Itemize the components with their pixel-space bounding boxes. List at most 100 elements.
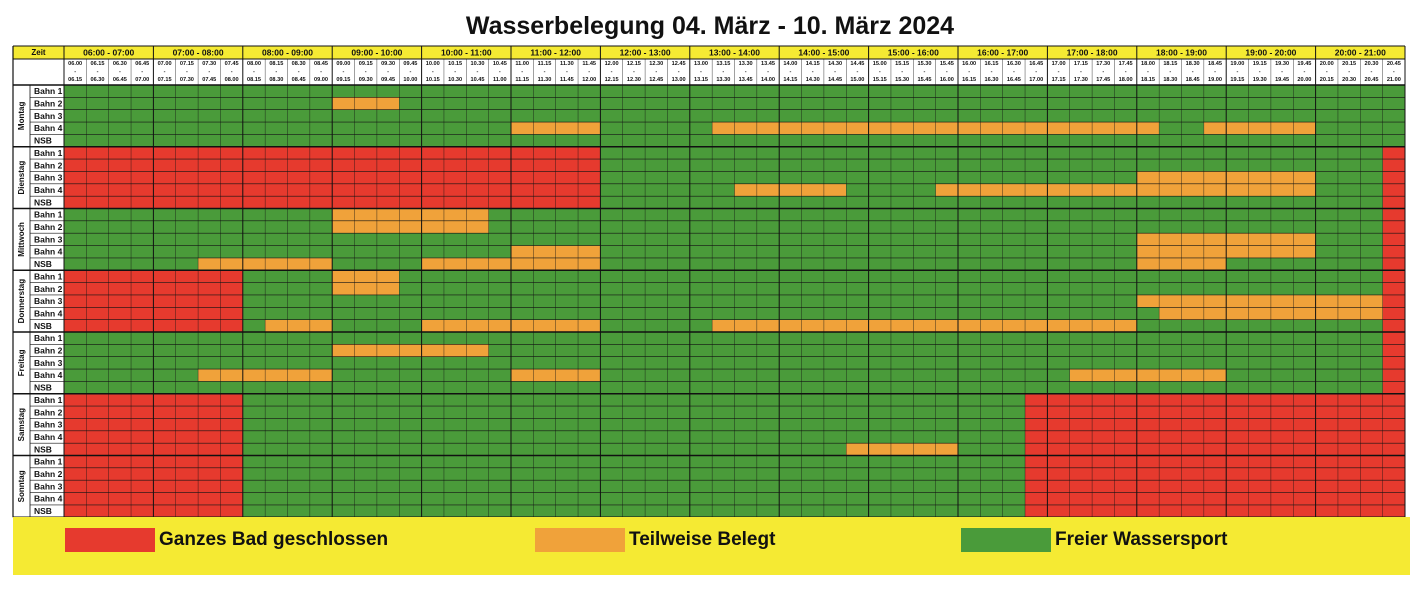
hour-label-0: 06:00 - 07:00 — [83, 48, 134, 58]
slot-dash-35: - — [856, 69, 858, 75]
slot-start-29: 13.15 — [716, 61, 730, 67]
cell-freitag-1-59 — [1382, 344, 1405, 357]
slot-end-13: 09.30 — [359, 77, 373, 83]
cell-samstag-2-43 — [1025, 418, 1405, 431]
cell-donnerstag-3-59 — [1382, 307, 1405, 320]
lane-label-0-1: Bahn 2 — [34, 99, 63, 109]
slot-end-37: 15.30 — [895, 77, 909, 83]
slot-dash-50: - — [1192, 69, 1194, 75]
slot-start-11: 08.45 — [314, 61, 328, 67]
cell-dienstag-4-24 — [600, 196, 1383, 209]
cell-mittwoch-2-59 — [1382, 233, 1405, 246]
cell-donnerstag-4-48 — [1136, 319, 1383, 332]
slot-dash-43: - — [1035, 69, 1037, 75]
cell-montag-1-15 — [399, 97, 1405, 110]
hour-label-1: 07:00 - 08:00 — [173, 48, 224, 58]
lane-label-6-3: Bahn 4 — [34, 494, 63, 504]
slot-start-40: 16.00 — [962, 61, 976, 67]
cell-dienstag-4-59 — [1382, 196, 1405, 209]
lane-label-1-4: NSB — [34, 197, 52, 207]
lane-label-0-0: Bahn 1 — [34, 86, 63, 96]
cell-sonntag-1-8 — [242, 467, 1026, 481]
slot-start-54: 19.30 — [1275, 61, 1289, 67]
cell-freitag-0-59 — [1382, 332, 1405, 345]
slot-dash-57: - — [1348, 69, 1350, 75]
cell-donnerstag-1-12 — [332, 282, 400, 295]
cell-donnerstag-2-48 — [1136, 294, 1383, 308]
slot-dash-26: - — [655, 69, 657, 75]
slot-start-49: 18.15 — [1163, 61, 1177, 67]
slot-end-51: 19.00 — [1208, 77, 1222, 83]
cell-sonntag-3-8 — [242, 492, 1026, 505]
slot-end-58: 20.45 — [1364, 77, 1378, 83]
slot-end-2: 06.45 — [113, 77, 127, 83]
slot-dash-22: - — [566, 69, 568, 75]
lane-label-0-4: NSB — [34, 136, 52, 146]
slot-dash-17: - — [454, 69, 456, 75]
slot-end-6: 07.45 — [202, 77, 216, 83]
slot-start-42: 16.30 — [1007, 61, 1021, 67]
day-label-montag: Montag — [17, 102, 26, 131]
slot-end-24: 12.15 — [605, 77, 619, 83]
cell-montag-3-24 — [600, 122, 713, 135]
hour-label-12: 18:00 - 19:00 — [1156, 48, 1207, 58]
lane-label-2-0: Bahn 1 — [34, 210, 63, 220]
slot-end-5: 07.30 — [180, 77, 194, 83]
slot-dash-42: - — [1013, 69, 1015, 75]
slot-end-8: 08.15 — [247, 77, 261, 83]
slot-end-57: 20.30 — [1342, 77, 1356, 83]
slot-start-2: 06.30 — [113, 61, 127, 67]
day-label-mittwoch: Mittwoch — [17, 222, 26, 257]
cell-donnerstag-4-8 — [242, 319, 266, 332]
slot-start-27: 12.45 — [672, 61, 686, 67]
slot-start-16: 10.00 — [426, 61, 440, 67]
schedule-grid: Zeit 06:00 - 07:00 07:00 - 08:00 08:00 - 09… — [12, 45, 1406, 519]
cell-mittwoch-0-12 — [332, 208, 489, 221]
slot-start-43: 16.45 — [1029, 61, 1043, 67]
slot-end-38: 15.45 — [917, 77, 931, 83]
cell-mittwoch-2-56 — [1315, 233, 1383, 246]
lane-label-5-3: Bahn 4 — [34, 432, 63, 442]
slot-start-57: 20.15 — [1342, 61, 1356, 67]
slot-dash-31: - — [767, 69, 769, 75]
slot-dash-8: - — [253, 69, 255, 75]
slot-end-11: 09.00 — [314, 77, 328, 83]
slot-start-37: 15.15 — [895, 61, 909, 67]
slot-start-24: 12.00 — [605, 61, 619, 67]
slot-dash-15: - — [409, 69, 411, 75]
lane-label-6-2: Bahn 3 — [34, 481, 63, 491]
slot-start-1: 06.15 — [91, 61, 105, 67]
slot-end-46: 17.45 — [1096, 77, 1110, 83]
lane-label-5-2: Bahn 3 — [34, 420, 63, 430]
lane-label-1-1: Bahn 2 — [34, 160, 63, 170]
slot-dash-18: - — [477, 69, 479, 75]
slot-start-15: 09.45 — [403, 61, 417, 67]
slot-dash-52: - — [1236, 69, 1238, 75]
legend: Ganzes Bad geschlossen Teilweise Belegt … — [13, 517, 1410, 575]
cell-samstag-1-43 — [1025, 406, 1405, 419]
slot-start-44: 17.00 — [1052, 61, 1066, 67]
cell-freitag-3-24 — [600, 369, 1070, 382]
lane-label-6-4: NSB — [34, 506, 52, 516]
hour-label-11: 17:00 - 18:00 — [1067, 48, 1118, 58]
slot-end-43: 17.00 — [1029, 77, 1043, 83]
slot-end-26: 12.45 — [649, 77, 663, 83]
slot-end-36: 15.15 — [873, 77, 887, 83]
slot-start-5: 07.15 — [180, 61, 194, 67]
cell-montag-1-12 — [332, 97, 400, 110]
slot-end-4: 07.15 — [158, 77, 172, 83]
cell-sonntag-0-43 — [1025, 455, 1405, 468]
day-label-dienstag: Dienstag — [17, 161, 26, 195]
slot-end-45: 17.30 — [1074, 77, 1088, 83]
slot-dash-4: - — [164, 69, 166, 75]
cell-samstag-4-43 — [1025, 443, 1405, 456]
slot-end-15: 10.00 — [403, 77, 417, 83]
cell-dienstag-0-24 — [600, 146, 1383, 160]
lane-label-3-4: NSB — [34, 321, 52, 331]
slot-start-50: 18.30 — [1186, 61, 1200, 67]
cell-donnerstag-0-12 — [332, 270, 400, 283]
cell-montag-3-51 — [1203, 122, 1316, 135]
hour-label-3: 09:00 - 10:00 — [351, 48, 402, 58]
slot-start-47: 17.45 — [1119, 61, 1133, 67]
slot-dash-56: - — [1326, 69, 1328, 75]
